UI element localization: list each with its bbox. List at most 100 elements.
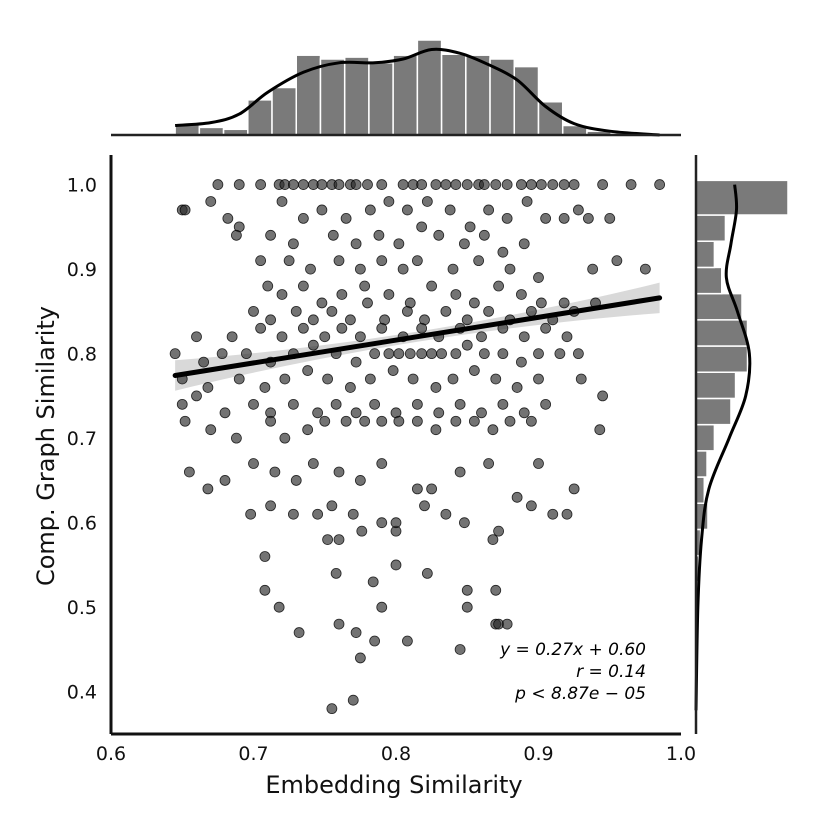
scatter-point	[350, 356, 362, 368]
top-hist-bar	[537, 101, 564, 136]
scatter-point	[411, 255, 423, 267]
scatter-point	[273, 601, 285, 613]
scatter-point	[259, 551, 271, 562]
scatter-point	[493, 525, 505, 537]
scatter-point	[604, 212, 616, 224]
scatter-point	[316, 204, 328, 216]
scatter-point	[205, 424, 217, 436]
scatter-point	[525, 179, 537, 190]
scatter-point	[594, 424, 606, 436]
scatter-point	[356, 525, 368, 537]
scatter-point	[568, 179, 580, 190]
x-tick-label: 0.7	[238, 743, 268, 765]
scatter-point	[390, 559, 402, 571]
scatter-point	[393, 415, 405, 427]
scatter-point	[440, 179, 452, 190]
scatter-point	[426, 348, 438, 360]
scatter-point	[426, 280, 438, 292]
scatter-point	[639, 263, 651, 275]
scatter-point	[468, 365, 480, 376]
scatter-point	[376, 322, 388, 334]
scatter-point	[354, 331, 366, 343]
scatter-point	[535, 297, 547, 309]
scatter-point	[287, 238, 299, 250]
scatter-point	[283, 255, 295, 267]
scatter-point	[416, 179, 428, 190]
scatter-point	[461, 339, 473, 351]
scatter-point	[450, 415, 462, 427]
scatter-point	[407, 373, 419, 385]
scatter-point	[447, 373, 459, 385]
scatter-point	[222, 212, 234, 224]
scatter-point	[533, 458, 544, 469]
regression-line	[172, 295, 663, 378]
scatter-point	[259, 584, 271, 596]
scatter-point	[554, 348, 566, 360]
scatter-point	[440, 508, 452, 520]
y-tick-label: 0.9	[67, 259, 97, 281]
scatter-point	[307, 314, 319, 326]
regression-equation: y = 0.27x + 0.60	[499, 640, 646, 660]
scatter-point	[276, 289, 288, 300]
scatter-point	[322, 534, 334, 545]
top-hist-bar	[513, 65, 540, 136]
scatter-point	[297, 212, 309, 224]
scatter-point	[226, 331, 238, 343]
scatter-point	[487, 424, 499, 436]
scatter-point	[376, 179, 388, 190]
scatter-point	[255, 179, 267, 190]
scatter-point	[454, 466, 466, 478]
scatter-point	[340, 212, 352, 224]
scatter-point	[330, 398, 342, 410]
scatter-point	[430, 424, 442, 436]
scatter-point	[516, 356, 527, 368]
scatter-point	[297, 280, 309, 292]
scatter-point	[367, 576, 379, 588]
scatter-point	[326, 500, 338, 512]
scatter-point	[376, 517, 388, 529]
scatter-point	[350, 238, 362, 250]
scatter-point	[347, 694, 359, 706]
y-tick-label: 0.5	[67, 597, 97, 619]
scatter-point	[476, 331, 487, 343]
scatter-point	[219, 407, 231, 419]
scatter-point	[276, 331, 288, 343]
scatter-point	[344, 382, 356, 393]
scatter-point	[307, 458, 319, 469]
right-hist-bar	[695, 319, 749, 347]
x-tick-label: 0.9	[523, 743, 553, 765]
scatter-point	[454, 398, 466, 410]
scatter-point	[525, 500, 537, 512]
scatter-point	[383, 289, 395, 300]
scatter-point	[547, 179, 559, 190]
scatter-point	[327, 229, 339, 241]
scatter-point	[540, 212, 552, 224]
scatter-point	[359, 415, 371, 427]
scatter-point	[521, 196, 533, 207]
scatter-point	[533, 373, 544, 385]
x-tick-label: 0.6	[96, 743, 126, 765]
scatter-point	[625, 179, 637, 190]
scatter-point	[421, 196, 433, 207]
scatter-point	[322, 373, 334, 385]
scatter-point	[497, 348, 509, 360]
scatter-point	[333, 179, 345, 190]
scatter-point	[416, 348, 428, 360]
scatter-point	[525, 305, 537, 317]
scatter-point	[393, 348, 405, 360]
scatter-point	[376, 255, 388, 267]
scatter-point	[473, 255, 485, 267]
scatter-point	[255, 255, 267, 267]
scatter-point	[450, 179, 462, 190]
scatter-point	[347, 508, 359, 520]
scatter-point	[276, 196, 288, 207]
scatter-point	[458, 517, 470, 529]
right-hist-bar	[695, 214, 727, 242]
scatter-point	[302, 424, 314, 436]
scatter-point	[411, 483, 423, 495]
scatter-point	[191, 390, 202, 402]
scatter-point	[350, 627, 362, 638]
scatter-point	[255, 322, 267, 334]
scatter-point	[248, 398, 259, 410]
